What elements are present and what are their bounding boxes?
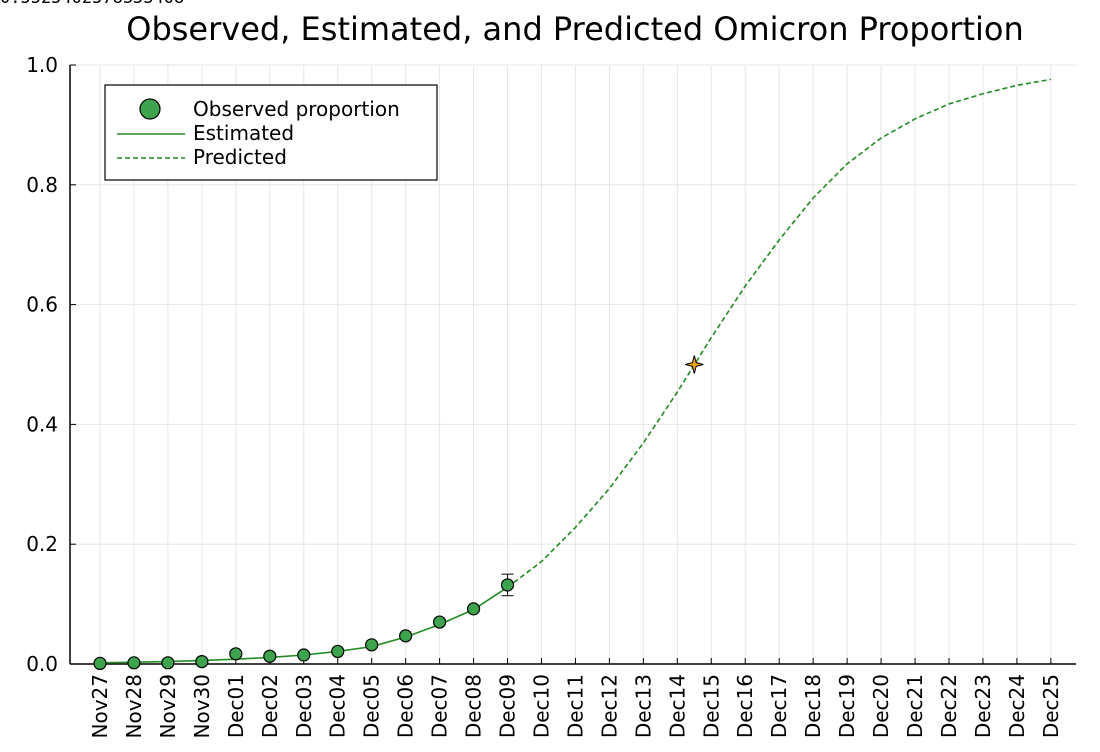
observed-point [331, 644, 345, 659]
x-tick-label: Dec22 [937, 674, 961, 738]
y-tick-label: 0.6 [26, 293, 58, 317]
x-tick-label: Dec08 [462, 674, 486, 738]
observed-point [263, 649, 277, 663]
x-tick-label: Dec21 [903, 674, 927, 738]
legend-marker-observed [139, 98, 161, 120]
x-tick-label: Dec09 [496, 674, 520, 738]
y-tick-label: 0.4 [26, 412, 58, 436]
predicted-line [507, 78, 1052, 588]
x-tick-label: Dec20 [869, 674, 893, 738]
observed-point [127, 656, 141, 670]
x-tick-label: Dec04 [326, 674, 350, 738]
x-tick-label: Dec19 [835, 674, 859, 738]
observed-point [93, 656, 107, 671]
observed-point [500, 578, 515, 592]
x-tick-label: Dec05 [360, 674, 384, 738]
observed-point [229, 647, 243, 661]
x-tick-label: Dec03 [292, 674, 316, 738]
y-tick-label: 1.0 [26, 53, 58, 77]
x-tick-label: Dec23 [971, 674, 995, 738]
observed-point [365, 638, 379, 652]
x-tick-label: Dec02 [258, 674, 282, 738]
observed-point [297, 648, 311, 662]
y-tick-label: 0.8 [26, 173, 58, 197]
x-tick-label: Nov30 [190, 674, 214, 738]
x-tick-label: Dec13 [631, 674, 655, 738]
x-tick-label: Dec18 [801, 674, 825, 738]
x-tick-label: Dec25 [1039, 674, 1063, 738]
x-tick-label: Dec17 [767, 674, 791, 738]
observed-point [161, 656, 175, 670]
x-tick-label: Dec14 [665, 674, 689, 738]
y-tick-label: 0.0 [26, 652, 58, 676]
star-marker [685, 355, 704, 374]
observed-point [195, 655, 209, 669]
observed-point [466, 602, 481, 616]
plot-area [93, 78, 1052, 671]
legend-label: Observed proportion [193, 97, 400, 121]
x-tick-label: Dec15 [699, 674, 723, 738]
x-ticks: Nov27 Nov28 Nov29 Nov30 Dec01 Dec02 Dec03 Dec04… [88, 658, 1063, 738]
y-ticks: 0.0 0.2 0.4 0.6 0.8 1.0 [26, 53, 76, 676]
observed-point [433, 615, 447, 629]
x-tick-label: Dec12 [597, 674, 621, 738]
axes [69, 65, 1076, 665]
x-tick-label: Dec06 [394, 674, 418, 738]
x-tick-label: Dec07 [428, 674, 452, 738]
x-tick-label: Nov29 [156, 674, 180, 738]
legend-label: Estimated [193, 121, 294, 145]
x-tick-label: Dec16 [733, 674, 757, 738]
x-tick-label: Dec10 [529, 674, 553, 738]
x-tick-label: Dec01 [224, 674, 248, 738]
grid [70, 64, 1076, 665]
clipped-value-text: 0.5525402578353408 [0, 0, 184, 8]
chart-title: Observed, Estimated, and Predicted Omicr… [126, 10, 1024, 48]
y-tick-label: 0.2 [26, 532, 58, 556]
x-tick-label: Dec24 [1005, 674, 1029, 738]
x-tick-label: Nov27 [88, 674, 112, 738]
x-tick-label: Dec11 [563, 674, 587, 738]
legend-box [104, 84, 438, 181]
legend-label: Predicted [193, 145, 287, 169]
x-tick-label: Nov28 [122, 674, 146, 738]
observed-point [399, 629, 413, 643]
